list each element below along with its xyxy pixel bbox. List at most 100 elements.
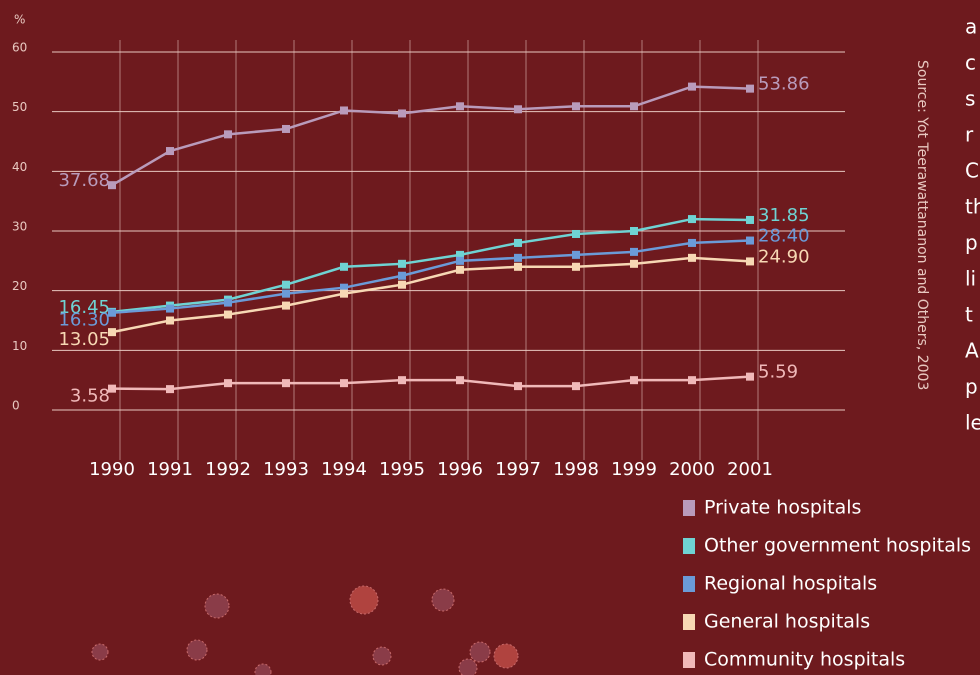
side-text: a [965, 15, 977, 39]
data-point [746, 257, 754, 265]
data-point [572, 230, 580, 238]
legend-swatch [683, 652, 695, 668]
x-tick-label: 1999 [611, 459, 657, 480]
y-tick-label: 40 [12, 160, 27, 174]
data-point [224, 130, 232, 138]
value-label: 16.30 [58, 310, 110, 331]
legend-label: Private hospitals [704, 497, 861, 519]
x-tick-label: 1994 [321, 459, 367, 480]
side-text: s [965, 87, 975, 111]
data-point [398, 260, 406, 268]
legend-swatch [683, 500, 695, 516]
x-tick-label: 1992 [205, 459, 251, 480]
x-tick-label: 1998 [553, 459, 599, 480]
data-point [166, 147, 174, 155]
data-point [456, 266, 464, 274]
x-tick-label: 2000 [669, 459, 715, 480]
data-point [282, 290, 290, 298]
data-point [398, 281, 406, 289]
data-point [514, 239, 522, 247]
data-point [630, 248, 638, 256]
x-tick-label: 1997 [495, 459, 541, 480]
side-text: p [965, 231, 978, 255]
value-label: 24.90 [758, 246, 810, 267]
data-point [572, 382, 580, 390]
data-point [282, 302, 290, 310]
value-label: 5.59 [758, 362, 798, 383]
side-text: t [965, 303, 973, 327]
x-tick-label: 1995 [379, 459, 425, 480]
chart: % Source: Yot Teerawattananon and Others… [0, 0, 980, 675]
data-point [456, 257, 464, 265]
y-tick-label: 30 [12, 220, 27, 234]
data-point [166, 317, 174, 325]
legend-label: Community hospitals [704, 649, 905, 671]
data-point [224, 311, 232, 319]
data-point [630, 260, 638, 268]
side-text: th [965, 195, 980, 219]
data-point [282, 125, 290, 133]
y-tick-label: 0 [12, 399, 20, 413]
data-point [398, 109, 406, 117]
data-point [514, 105, 522, 113]
x-tick-label: 1990 [89, 459, 135, 480]
data-point [456, 102, 464, 110]
value-label: 28.40 [758, 226, 810, 247]
data-point [398, 272, 406, 280]
data-point [340, 106, 348, 114]
data-point [746, 85, 754, 93]
data-point [688, 215, 696, 223]
series-line [112, 377, 750, 389]
data-point [688, 239, 696, 247]
side-text: le [965, 411, 980, 435]
data-point [514, 254, 522, 262]
x-tick-label: 2001 [727, 459, 773, 480]
data-point [572, 263, 580, 271]
data-point [282, 281, 290, 289]
x-tick-label: 1996 [437, 459, 483, 480]
data-point [456, 376, 464, 384]
x-tick-label: 1993 [263, 459, 309, 480]
data-point [224, 379, 232, 387]
value-label: 31.85 [758, 205, 810, 226]
data-point [688, 83, 696, 91]
value-label: 3.58 [70, 386, 110, 407]
legend-swatch [683, 576, 695, 592]
value-label: 37.68 [58, 170, 110, 191]
y-tick-label: 10 [12, 339, 27, 353]
data-point [398, 376, 406, 384]
value-label: 53.86 [758, 74, 810, 95]
data-point [166, 385, 174, 393]
data-point [340, 379, 348, 387]
data-point [688, 376, 696, 384]
data-point [282, 379, 290, 387]
legend-swatch [683, 614, 695, 630]
side-text: p [965, 375, 978, 399]
decoration [92, 586, 518, 675]
side-text: C [965, 159, 979, 183]
series-line [112, 219, 750, 312]
data-point [572, 102, 580, 110]
data-point [340, 290, 348, 298]
legend-swatch [683, 538, 695, 554]
side-text: c [965, 51, 976, 75]
data-point [630, 376, 638, 384]
data-point [630, 227, 638, 235]
data-point [746, 237, 754, 245]
data-point [688, 254, 696, 262]
side-text: A [965, 339, 979, 363]
data-point [514, 263, 522, 271]
legend-label: Other government hospitals [704, 535, 971, 557]
legend-label: Regional hospitals [704, 573, 877, 595]
data-point [166, 305, 174, 313]
y-axis-label: % [14, 13, 25, 27]
data-point [514, 382, 522, 390]
data-point [630, 102, 638, 110]
data-point [746, 216, 754, 224]
legend-label: General hospitals [704, 611, 870, 633]
data-point [572, 251, 580, 259]
side-text: li [965, 267, 976, 291]
data-point [340, 263, 348, 271]
x-tick-label: 1991 [147, 459, 193, 480]
side-text: r [965, 123, 974, 147]
